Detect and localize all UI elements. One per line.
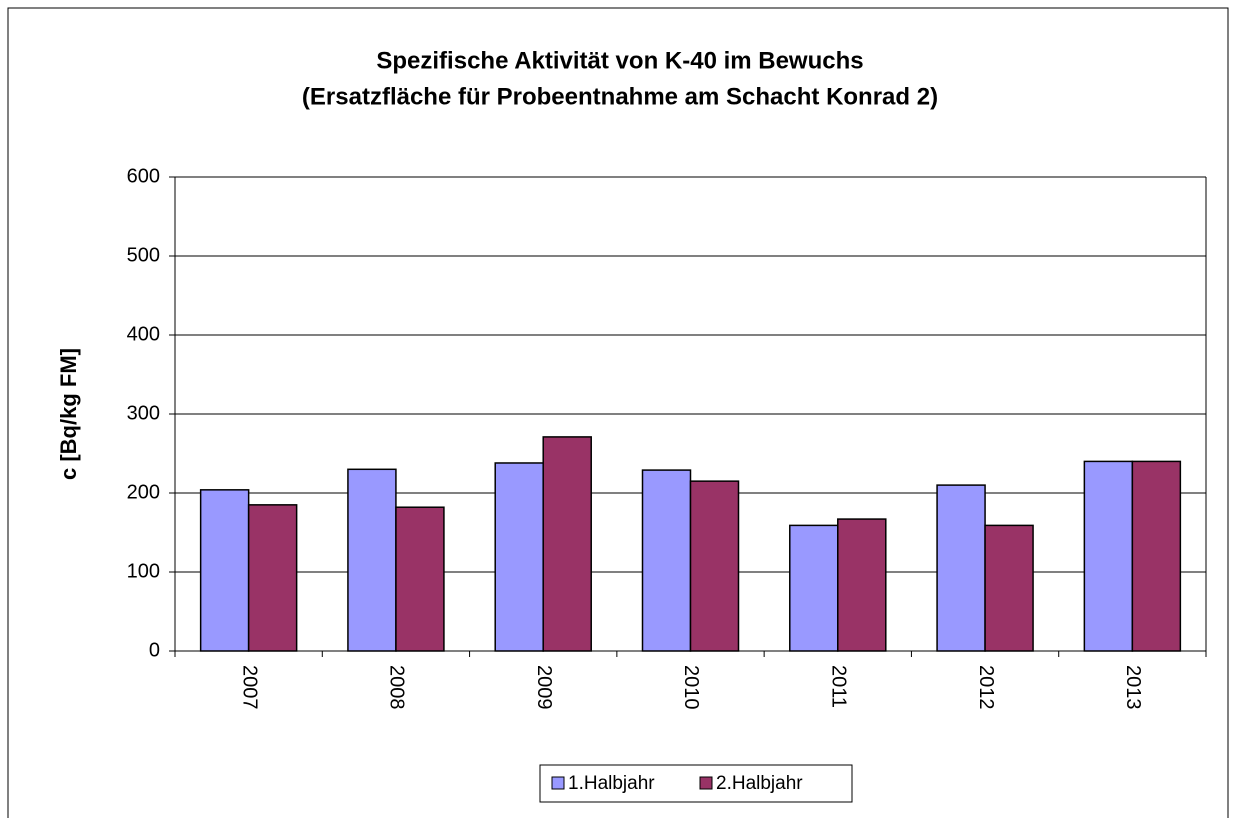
bar	[789, 524, 839, 652]
bar	[641, 469, 692, 652]
x-tick-label: 2007	[238, 665, 260, 710]
bar	[1083, 460, 1134, 652]
bar	[1131, 460, 1182, 652]
y-tick-label: 500	[127, 244, 160, 266]
chart-subtitle: (Ersatzfläche für Probeentnahme am Schac…	[302, 83, 938, 110]
bar	[199, 489, 250, 652]
x-tick-label: 2009	[533, 665, 555, 710]
bar	[689, 480, 740, 652]
y-tick-label: 0	[149, 639, 160, 661]
bar	[347, 468, 397, 652]
bar	[542, 436, 592, 652]
legend-box	[539, 764, 853, 803]
y-tick-label: 400	[127, 323, 160, 345]
bar	[936, 484, 986, 652]
y-tick-label: 600	[127, 165, 160, 187]
y-tick-label: 300	[127, 402, 160, 424]
x-tick-label: 2012	[975, 665, 997, 710]
legend-swatch	[551, 776, 565, 790]
y-tick-label: 200	[127, 481, 160, 503]
y-tick-label: 100	[127, 560, 160, 582]
x-tick-label: 2010	[680, 665, 702, 710]
chart-title: Spezifische Aktivität von K-40 im Bewuch…	[376, 47, 863, 74]
bar	[984, 524, 1034, 652]
bar	[395, 506, 445, 652]
legend-label: 2.Halbjahr	[716, 773, 803, 794]
bar	[494, 462, 544, 652]
x-tick-label: 2013	[1122, 665, 1144, 710]
bar	[247, 504, 298, 652]
x-tick-label: 2008	[386, 665, 408, 710]
x-tick-label: 2011	[828, 665, 850, 708]
legend-label: 1.Halbjahr	[568, 773, 655, 794]
legend-swatch	[699, 776, 713, 790]
bar	[837, 518, 887, 652]
y-axis-label: c [Bq/kg FM]	[56, 348, 81, 480]
